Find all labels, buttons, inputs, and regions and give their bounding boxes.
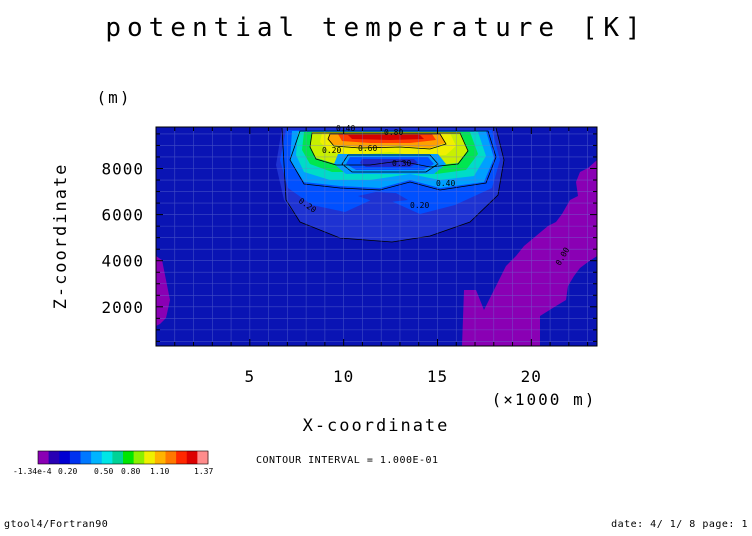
colorbar-swatch — [144, 451, 156, 464]
grid — [156, 127, 597, 346]
colorbar-swatch — [197, 451, 209, 464]
footer-right: date: 4/ 1/ 8 page: 1 — [611, 519, 748, 530]
contour-label: 0.20 — [322, 146, 341, 155]
colorbar-swatch — [38, 451, 50, 464]
contour-line — [281, 127, 505, 243]
x-unit: (×1000 m) — [492, 390, 597, 409]
contour-line — [289, 130, 497, 191]
footer-left: gtool4/Fortran90 — [4, 519, 108, 530]
contour-label: 0.80 — [384, 128, 403, 137]
colorbar-labels: -1.34e-4 0.20 0.50 0.80 1.10 1.37 — [13, 467, 213, 476]
x-tick-label: 20 — [521, 367, 542, 386]
y-axis-title: Z-coordinate — [51, 163, 71, 310]
colorbar-swatch — [101, 451, 113, 464]
colorbar — [37, 450, 209, 465]
colorbar-swatch — [69, 451, 81, 464]
y-tick-labels: 2000 4000 6000 8000 — [101, 159, 144, 317]
x-tick-label: 15 — [427, 367, 448, 386]
x-tick-labels: 5 10 15 20 — [245, 367, 542, 386]
field-pocket — [358, 192, 408, 202]
colorbar-label: 1.10 — [150, 467, 169, 476]
y-tick-label: 8000 — [101, 159, 144, 178]
colorbar-swatch — [133, 451, 145, 464]
contour-interval-note: CONTOUR INTERVAL = 1.000E-01 — [256, 455, 439, 466]
colorbar-label: 0.20 — [58, 467, 77, 476]
colorbar-swatch — [80, 451, 92, 464]
colorbar-label: 0.80 — [121, 467, 140, 476]
contour-label: 0.20 — [410, 201, 429, 210]
colorbar-frame — [37, 450, 209, 465]
colorbar-swatch — [176, 451, 188, 464]
contour-label: 0.40 — [336, 124, 355, 133]
chart-title: potential temperature [K] — [105, 13, 646, 43]
colorbar-swatch — [123, 451, 135, 464]
y-tick-label: 6000 — [101, 206, 144, 225]
colorbar-swatch — [186, 451, 198, 464]
field-layer-9 — [348, 135, 424, 140]
colorbar-swatch — [48, 451, 60, 464]
x-tick-label: 10 — [333, 367, 354, 386]
colorbar-label: 1.37 — [194, 467, 213, 476]
field-cold-left — [156, 256, 170, 326]
plot-area: 0.40 0.80 0.60 0.20 0.30 0.40 0.20 0.20 … — [155, 124, 598, 347]
y-tick-label: 2000 — [101, 298, 144, 317]
field-cold-right — [462, 160, 597, 346]
colorbar-swatch — [165, 451, 177, 464]
contour-label: 0.40 — [436, 179, 455, 188]
colorbar-label: -1.34e-4 — [13, 467, 52, 476]
x-tick-label: 5 — [245, 367, 256, 386]
x-axis-title: X-coordinate — [303, 416, 450, 436]
contour-label: 0.60 — [358, 144, 377, 153]
colorbar-swatch — [112, 451, 124, 464]
colorbar-label: 0.50 — [94, 467, 113, 476]
contour-fill — [156, 127, 597, 346]
y-tick-label: 4000 — [101, 252, 144, 271]
plot-frame — [155, 126, 598, 347]
contour-label: 0.30 — [392, 159, 411, 168]
colorbar-swatch — [91, 451, 103, 464]
colorbar-swatch — [154, 451, 166, 464]
y-unit: (m) — [97, 88, 132, 107]
field-interior-3 — [360, 159, 418, 167]
colorbar-swatch — [59, 451, 71, 464]
contour-line — [341, 154, 439, 173]
axis-ticks — [156, 127, 597, 346]
